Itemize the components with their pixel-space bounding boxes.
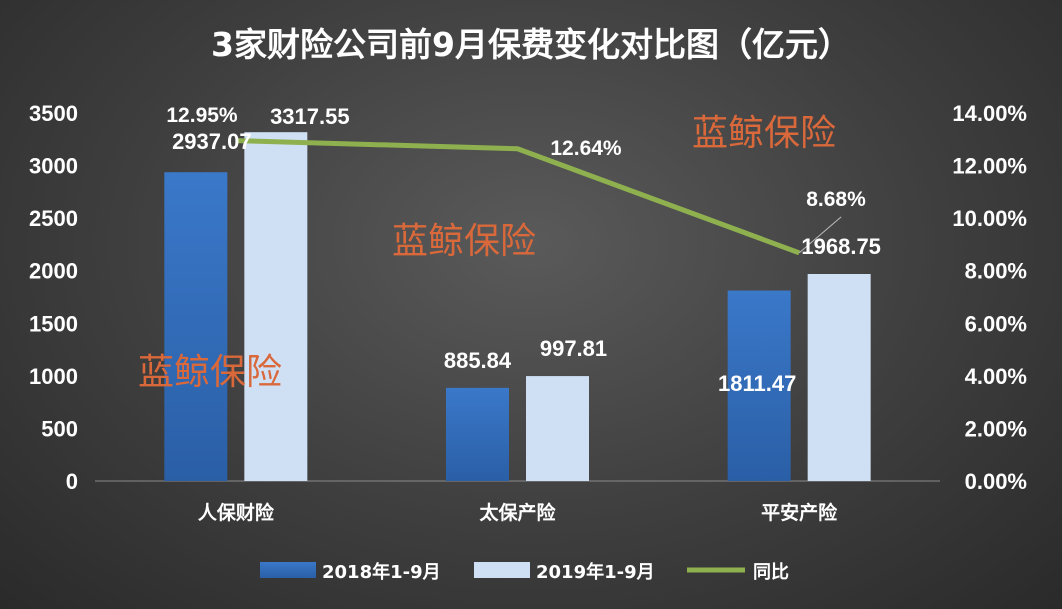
bar-label-2019: 1968.75 — [801, 234, 881, 259]
watermark-text: 蓝鲸保险 — [138, 352, 282, 393]
leader-line — [798, 216, 842, 254]
category-labels: 人保财险 太保产险 平安产险 — [198, 501, 838, 524]
right-axis-ticks: 0.00% 2.00% 4.00% 6.00% 8.00% 10.00% 12.00% 14.… — [952, 101, 1027, 494]
y2-tick-label: 4.00% — [965, 364, 1027, 389]
y2-tick-label: 2.00% — [965, 416, 1027, 441]
y-tick-label: 2000 — [29, 259, 78, 284]
bar-label-2019: 997.81 — [540, 336, 607, 361]
y2-tick-label: 8.00% — [965, 259, 1027, 284]
legend-label-yoy: 同比 — [753, 562, 789, 583]
yoy-label: 12.95% — [166, 104, 238, 127]
watermark-text: 蓝鲸保险 — [692, 113, 836, 154]
y2-tick-label: 10.00% — [952, 206, 1027, 231]
yoy-label: 12.64% — [550, 137, 622, 160]
chart-title: 3家财险公司前9月保费变化对比图（亿元） — [211, 25, 851, 64]
bars — [164, 132, 871, 482]
bar-label-2019: 3317.55 — [270, 104, 350, 129]
category-label: 太保产险 — [479, 501, 556, 524]
y2-tick-label: 14.00% — [952, 101, 1027, 126]
bar-2019 — [526, 376, 589, 481]
y-tick-label: 1000 — [29, 364, 78, 389]
yoy-label: 8.68% — [806, 188, 866, 211]
category-label: 平安产险 — [761, 501, 838, 524]
yoy-line — [235, 138, 801, 256]
legend-label-2018: 2018年1-9月 — [322, 561, 441, 583]
bar-label-2018: 1811.47 — [718, 371, 796, 396]
bar-2019 — [244, 132, 308, 481]
legend-swatch-2019 — [474, 562, 530, 578]
legend-swatch-2018 — [260, 562, 316, 578]
data-labels: 2937.07 3317.55 885.84 997.81 1811.47 1968.75… — [166, 104, 881, 396]
bar-2018 — [446, 387, 509, 481]
y-tick-label: 0 — [66, 469, 78, 494]
left-axis-ticks: 0 500 1000 1500 2000 2500 3000 3500 — [29, 101, 78, 494]
bar-2018 — [164, 172, 228, 482]
y-tick-label: 1500 — [29, 311, 78, 336]
bar-2018 — [727, 290, 791, 481]
y-tick-label: 2500 — [29, 206, 78, 231]
watermark-text: 蓝鲸保险 — [392, 221, 536, 262]
legend-label-2019: 2019年1-9月 — [536, 561, 655, 583]
y2-tick-label: 0.00% — [965, 469, 1027, 494]
yoy-line-layer — [235, 138, 842, 256]
bar-label-2018: 2937.07 — [172, 129, 252, 154]
y-tick-label: 3000 — [29, 154, 78, 179]
y-tick-label: 500 — [41, 416, 78, 441]
y2-tick-label: 6.00% — [965, 311, 1027, 336]
category-label: 人保财险 — [198, 501, 275, 524]
bar-2019 — [807, 274, 871, 481]
y2-tick-label: 12.00% — [952, 154, 1027, 179]
legend: 2018年1-9月 2019年1-9月 同比 — [260, 561, 789, 583]
bar-label-2018: 885.84 — [444, 348, 512, 373]
y-tick-label: 3500 — [29, 101, 78, 126]
